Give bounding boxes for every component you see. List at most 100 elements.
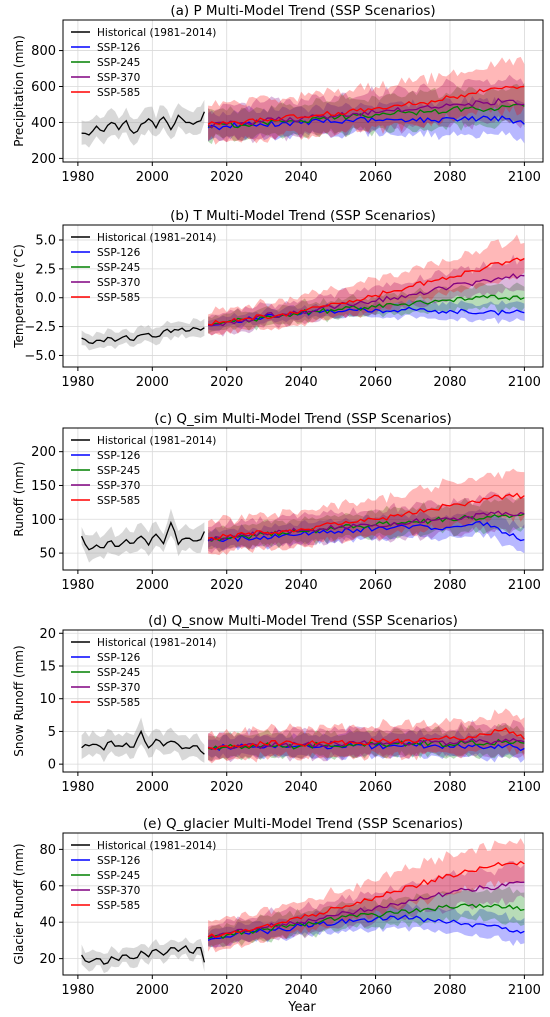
y-tick-label: −2.5	[24, 320, 56, 335]
x-tick-label: 2020	[210, 983, 243, 998]
x-tick-label: 2000	[136, 170, 169, 185]
legend-label-s126: SSP-126	[97, 450, 141, 462]
chart-panel-1: 1980 2000 2020 2040 2060 2080 2100 200 400 600 800…	[12, 3, 544, 185]
y-tick-label: 400	[31, 116, 56, 131]
legend: Historical (1981–2014) SSP-126 SSP-245 SSP-…	[71, 637, 216, 709]
y-tick-label: 600	[31, 80, 56, 95]
y-axis-label: Snow Runoff (mm)	[12, 645, 26, 756]
legend-label-s245: SSP-245	[97, 870, 140, 882]
series-line-s370	[207, 881, 525, 939]
series-line-hist	[81, 111, 206, 136]
x-tick-label: 2060	[359, 983, 392, 998]
legend-label-s585: SSP-585	[97, 87, 140, 99]
y-tick-label: 200	[31, 152, 56, 167]
chart-title: (c) Q_sim Multi-Model Trend (SSP Scenari…	[154, 411, 452, 427]
x-tick-label: 2040	[285, 780, 318, 795]
uncertainty-band-hist	[81, 937, 205, 974]
x-tick-label: 2080	[433, 578, 466, 593]
x-tick-label: 2080	[433, 170, 466, 185]
legend-label-s245: SSP-245	[97, 57, 140, 69]
legend-label-s126: SSP-126	[97, 652, 141, 664]
series-line-s585	[207, 492, 525, 541]
legend-label-s585: SSP-585	[97, 495, 140, 507]
plot-area	[81, 468, 525, 563]
legend-label-hist: Historical (1981–2014)	[97, 27, 216, 39]
plot-area	[81, 838, 525, 974]
series-line-hist	[81, 729, 205, 755]
y-tick-label: 20	[39, 952, 56, 967]
x-tick-label: 2020	[210, 170, 243, 185]
x-tick-label: 2000	[136, 578, 169, 593]
series-line-s585	[207, 85, 525, 126]
x-tick-label: 2000	[136, 983, 169, 998]
chart-panel-3: 1980 2000 2020 2040 2060 2080 2100 50 100 150 200 (…	[12, 411, 544, 593]
y-tick-label: 50	[39, 547, 56, 562]
y-tick-label: 10	[39, 692, 56, 707]
y-tick-label: 5	[48, 725, 56, 740]
y-tick-label: 2.5	[35, 262, 56, 277]
x-tick-label: 2100	[508, 780, 541, 795]
chart-title: (e) Q_glacier Multi-Model Trend (SSP Sce…	[143, 816, 463, 832]
legend-label-s370: SSP-370	[97, 682, 140, 694]
uncertainty-band-s370	[208, 491, 525, 554]
uncertainty-band-hist	[81, 508, 205, 563]
chart-title: (d) Q_snow Multi-Model Trend (SSP Scenar…	[148, 613, 458, 629]
y-tick-label: 0.0	[35, 291, 56, 306]
chart-title: (b) T Multi-Model Trend (SSP Scenarios)	[170, 208, 436, 224]
uncertainty-band-s370	[208, 719, 525, 763]
uncertainty-band-s126	[208, 902, 525, 948]
legend-label-s585: SSP-585	[97, 900, 140, 912]
legend-label-s245: SSP-245	[97, 667, 140, 679]
axes-frame	[62, 19, 544, 163]
x-tick-label: 2040	[285, 578, 318, 593]
legend-label-s126: SSP-126	[97, 42, 141, 54]
legend-label-s245: SSP-245	[97, 262, 140, 274]
y-axis-label: Precipitation (mm)	[12, 35, 26, 147]
x-tick-label: 2100	[508, 375, 541, 390]
axes-frame	[62, 832, 544, 976]
y-tick-label: 20	[39, 627, 56, 642]
legend-label-hist: Historical (1981–2014)	[97, 435, 216, 447]
x-tick-label: 2100	[508, 983, 541, 998]
uncertainty-band-s370	[208, 74, 525, 144]
chart-panel-2: 1980 2000 2020 2040 2060 2080 2100 −5.0 −2.5 0.0 2…	[12, 208, 544, 390]
axes-frame	[62, 427, 544, 571]
y-tick-label: 60	[39, 879, 56, 894]
x-tick-label: 2060	[359, 578, 392, 593]
legend-label-hist: Historical (1981–2014)	[97, 840, 216, 852]
y-tick-label: 15	[39, 659, 56, 674]
x-tick-label: 1980	[61, 375, 94, 390]
y-tick-label: 80	[39, 843, 56, 858]
series-line-hist	[81, 327, 205, 345]
x-tick-label: 2040	[285, 983, 318, 998]
axes-frame	[62, 224, 544, 368]
series-line-s126	[208, 306, 525, 327]
y-tick-label: 40	[39, 916, 56, 931]
series-line-s585	[208, 727, 525, 751]
legend: Historical (1981–2014) SSP-126 SSP-245 SSP-…	[71, 27, 216, 99]
y-axis-label: Runoff (mm)	[12, 461, 26, 536]
legend-label-s370: SSP-370	[97, 277, 140, 289]
uncertainty-band-s245	[208, 886, 525, 948]
x-tick-label: 2080	[433, 375, 466, 390]
plot-area	[81, 234, 525, 351]
legend-label-s126: SSP-126	[97, 247, 141, 259]
series-line-s245	[207, 513, 525, 542]
chart-title: (a) P Multi-Model Trend (SSP Scenarios)	[170, 3, 435, 19]
uncertainty-band-s585	[208, 234, 525, 336]
legend-label-hist: Historical (1981–2014)	[97, 232, 216, 244]
uncertainty-band-s126	[208, 299, 525, 332]
legend-label-s370: SSP-370	[97, 885, 140, 897]
series-line-s126	[207, 115, 525, 131]
uncertainty-band-hist	[81, 717, 205, 763]
x-tick-label: 2080	[433, 983, 466, 998]
series-line-s370	[207, 97, 525, 129]
axes-frame	[62, 629, 544, 773]
legend: Historical (1981–2014) SSP-126 SSP-245 SSP-…	[71, 840, 216, 912]
series-line-hist	[81, 520, 205, 551]
y-tick-label: −5.0	[24, 349, 56, 364]
x-tick-label: 2100	[508, 578, 541, 593]
legend-label-s245: SSP-245	[97, 465, 140, 477]
